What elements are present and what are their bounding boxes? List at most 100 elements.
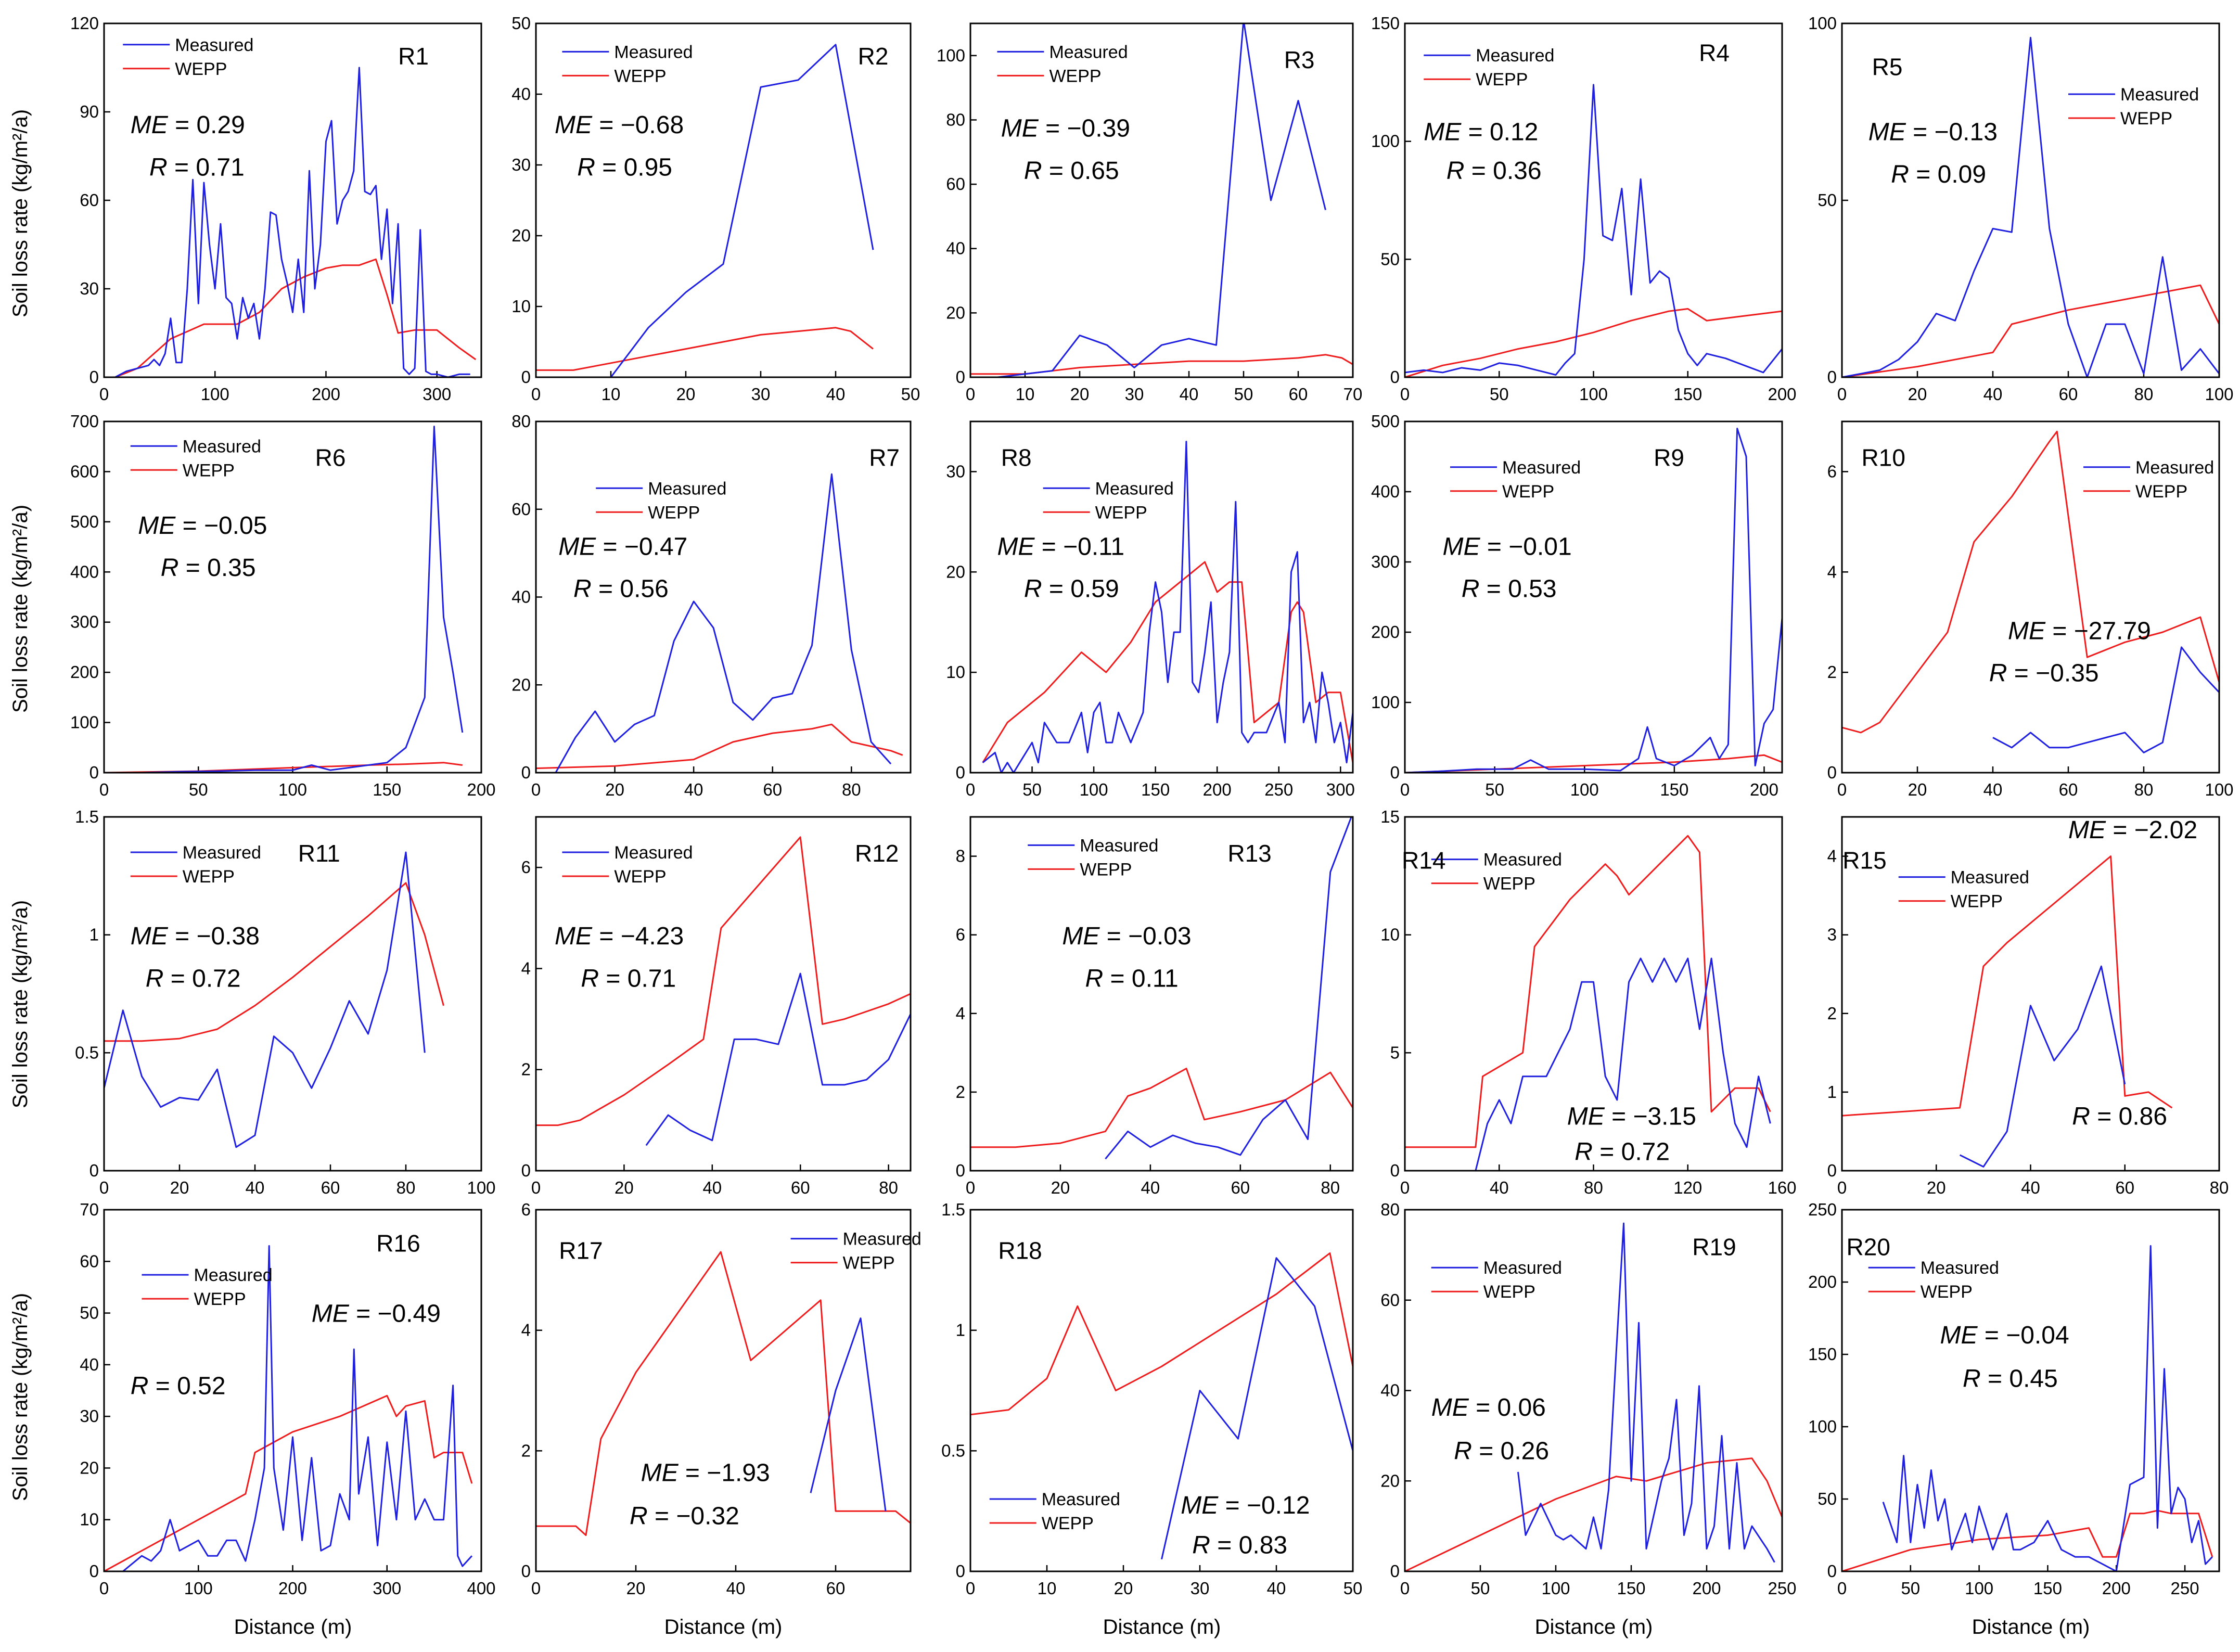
plot-frame (969, 22, 1354, 378)
plot-frame (103, 22, 482, 378)
x-tick-label: 0 (1400, 1178, 1410, 1197)
y-tick-label: 80 (946, 110, 965, 129)
plot-frame (969, 420, 1354, 774)
y-tick-label: 4 (521, 958, 531, 978)
legend-wepp-label: WEPP (2120, 109, 2172, 129)
y-tick-label: 0 (521, 763, 531, 782)
me-statistic: ME = 0.29 (131, 111, 245, 139)
y-tick-label: 70 (80, 1200, 99, 1219)
y-tick-label: 0 (89, 1561, 99, 1581)
y-tick-label: 40 (946, 239, 965, 258)
y-tick-label: 2 (521, 1060, 531, 1079)
plot-frame (1841, 420, 2220, 774)
y-tick-label: 400 (70, 562, 99, 581)
y-tick-label: 6 (956, 925, 965, 944)
r-statistic: R = 0.35 (161, 554, 256, 582)
x-tick-label: 100 (1965, 1579, 1993, 1598)
x-tick-label: 40 (1180, 385, 1199, 404)
y-tick-label: 40 (511, 84, 531, 104)
y-tick-label: 60 (511, 500, 531, 519)
y-tick-label: 30 (80, 1406, 99, 1426)
r-statistic: R = 0.09 (1891, 161, 1986, 188)
me-statistic: ME = −0.01 (1443, 533, 1572, 561)
wepp-series-line (1405, 1457, 1782, 1571)
legend-measured-label: Measured (1921, 1258, 1999, 1278)
x-tick-label: 100 (1080, 780, 1108, 799)
y-tick-label: 0 (1390, 1561, 1400, 1581)
y-tick-label: 30 (511, 155, 531, 174)
legend-wepp-label: WEPP (175, 59, 227, 79)
x-tick-label: 200 (312, 385, 340, 404)
legend-measured-label: Measured (183, 437, 261, 456)
y-tick-label: 15 (1380, 807, 1400, 826)
wepp-series-line (982, 561, 1353, 763)
y-tick-label: 0 (521, 1561, 531, 1581)
panel-title: R6 (315, 444, 346, 471)
plot-frame (535, 816, 912, 1172)
x-tick-label: 20 (170, 1178, 189, 1197)
x-tick-label: 40 (684, 780, 703, 799)
legend-measured-label: Measured (2120, 85, 2199, 105)
y-tick-label: 600 (70, 462, 99, 481)
me-statistic: ME = −0.13 (1868, 118, 1998, 146)
y-tick-label: 60 (1380, 1290, 1400, 1310)
x-tick-label: 100 (2205, 385, 2233, 404)
me-statistic: ME = −0.11 (997, 533, 1124, 561)
legend-measured-label: Measured (1049, 42, 1128, 62)
x-tick-label: 50 (189, 780, 208, 799)
x-tick-label: 80 (1584, 1178, 1603, 1197)
r-statistic: R = 0.59 (1024, 575, 1119, 603)
x-tick-label: 100 (2205, 780, 2233, 799)
panel-title: R2 (858, 43, 889, 70)
x-tick-label: 200 (1750, 780, 1778, 799)
y-tick-label: 100 (1808, 14, 1837, 33)
x-tick-label: 20 (676, 385, 696, 404)
y-tick-label: 300 (70, 612, 99, 632)
x-tick-label: 10 (1038, 1579, 1057, 1598)
y-tick-label: 500 (70, 512, 99, 531)
x-tick-label: 0 (1837, 385, 1847, 404)
x-tick-label: 60 (2115, 1178, 2134, 1197)
y-tick-label: 4 (1827, 562, 1837, 581)
panel-title: R1 (398, 43, 429, 70)
x-tick-label: 100 (467, 1178, 495, 1197)
panel-title: R20 (1847, 1234, 1890, 1261)
y-axis-label-row-1: Soil loss rate (kg/m²/a) (9, 109, 32, 317)
y-tick-label: 0 (956, 1561, 965, 1581)
measured-series-line (1842, 36, 2219, 377)
panel-title: R13 (1227, 840, 1271, 867)
panel-r8: 0 50 100 150 200 250 300 0 10 20 30 Measured WEPP R8 M… (946, 420, 1355, 799)
y-tick-label: 60 (946, 174, 965, 194)
y-tick-label: 0 (1827, 1161, 1837, 1180)
y-tick-label: 0 (89, 763, 99, 782)
legend-measured-label: Measured (614, 843, 693, 863)
y-tick-label: 0 (1390, 763, 1400, 782)
y-tick-label: 60 (80, 190, 99, 210)
measured-series-line (982, 441, 1353, 773)
r-statistic: R = 0.83 (1192, 1531, 1287, 1559)
y-tick-label: 8 (956, 847, 965, 866)
x-tick-label: 20 (1908, 385, 1927, 404)
measured-series-line (645, 972, 911, 1146)
x-tick-label: 50 (1234, 385, 1253, 404)
x-tick-label: 250 (2171, 1579, 2199, 1598)
x-tick-label: 60 (826, 1579, 846, 1598)
y-tick-label: 150 (1808, 1344, 1837, 1364)
x-tick-label: 0 (1400, 1579, 1410, 1598)
x-tick-label: 100 (1579, 385, 1608, 404)
measured-series-line (1959, 965, 2126, 1168)
panel-title: R5 (1872, 54, 1903, 81)
y-tick-label: 10 (1380, 925, 1400, 944)
x-tick-label: 250 (1768, 1579, 1796, 1598)
panel-r9: 0 50 100 150 200 0 100 200 300 400 500 Measured WEPP… (1371, 412, 1783, 799)
x-tick-label: 160 (1768, 1178, 1796, 1197)
plot-frame (1841, 22, 2220, 378)
x-tick-label: 120 (1673, 1178, 1702, 1197)
x-tick-label: 0 (966, 385, 975, 404)
me-statistic: ME = 0.06 (1431, 1394, 1546, 1422)
legend-measured-label: Measured (648, 479, 726, 498)
x-tick-label: 200 (278, 1579, 307, 1598)
y-tick-label: 10 (80, 1510, 99, 1529)
legend-measured-label: Measured (183, 843, 261, 863)
